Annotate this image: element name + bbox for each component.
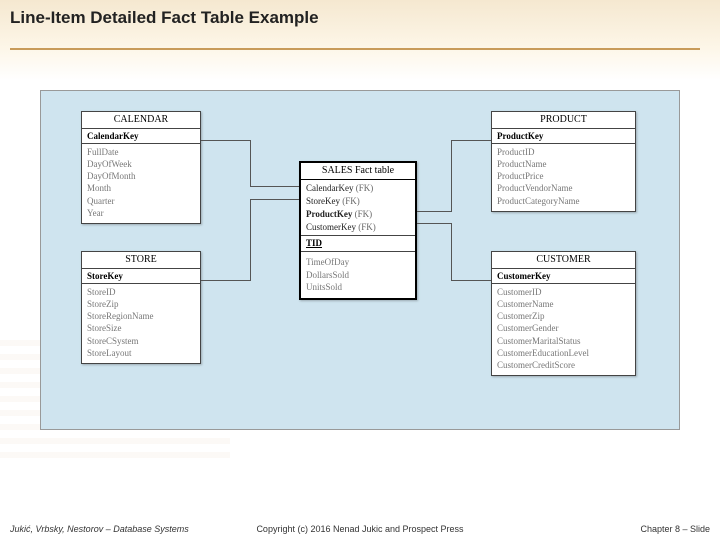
- connector-customer: [451, 223, 452, 281]
- connector-product: [451, 140, 491, 141]
- entity-customer-attrs: CustomerID CustomerName CustomerZip Cust…: [492, 284, 635, 375]
- diagram-frame: CALENDAR CalendarKey FullDate DayOfWeek …: [40, 90, 680, 430]
- connector-product: [417, 211, 452, 212]
- entity-product-key: ProductKey: [492, 128, 635, 144]
- slide-title: Line-Item Detailed Fact Table Example: [10, 8, 319, 28]
- connector-store: [201, 280, 251, 281]
- entity-customer-key: CustomerKey: [492, 268, 635, 284]
- entity-fact-measures: TimeOfDay DollarsSold UnitsSold: [301, 255, 415, 298]
- entity-calendar-attrs: FullDate DayOfWeek DayOfMonth Month Quar…: [82, 144, 200, 223]
- connector-customer: [451, 280, 491, 281]
- entity-store-key: StoreKey: [82, 268, 200, 284]
- connector-calendar: [250, 140, 251, 187]
- entity-calendar-title: CALENDAR: [82, 112, 200, 128]
- entity-product: PRODUCT ProductKey ProductID ProductName…: [491, 111, 636, 212]
- connector-product: [451, 140, 452, 212]
- footer-right: Chapter 8 – Slide: [640, 524, 710, 534]
- entity-store-title: STORE: [82, 252, 200, 268]
- entity-store-attrs: StoreID StoreZip StoreRegionName StoreSi…: [82, 284, 200, 363]
- entity-customer: CUSTOMER CustomerKey CustomerID Customer…: [491, 251, 636, 376]
- entity-fact-sales: SALES Fact table CalendarKey (FK) StoreK…: [299, 161, 417, 300]
- entity-calendar-key: CalendarKey: [82, 128, 200, 144]
- connector-store: [250, 199, 299, 200]
- connector-customer: [417, 223, 452, 224]
- connector-store: [250, 199, 251, 281]
- entity-calendar: CALENDAR CalendarKey FullDate DayOfWeek …: [81, 111, 201, 224]
- entity-fact-tid: TID: [301, 235, 415, 252]
- connector-calendar: [250, 186, 299, 187]
- entity-customer-title: CUSTOMER: [492, 252, 635, 268]
- connector-calendar: [201, 140, 251, 141]
- entity-fact-keys: CalendarKey (FK) StoreKey (FK) ProductKe…: [301, 179, 415, 255]
- entity-product-title: PRODUCT: [492, 112, 635, 128]
- title-underline: [10, 48, 700, 50]
- entity-store: STORE StoreKey StoreID StoreZip StoreReg…: [81, 251, 201, 364]
- entity-fact-title: SALES Fact table: [301, 163, 415, 179]
- entity-product-attrs: ProductID ProductName ProductPrice Produ…: [492, 144, 635, 211]
- footer-center: Copyright (c) 2016 Nenad Jukic and Prosp…: [0, 524, 720, 534]
